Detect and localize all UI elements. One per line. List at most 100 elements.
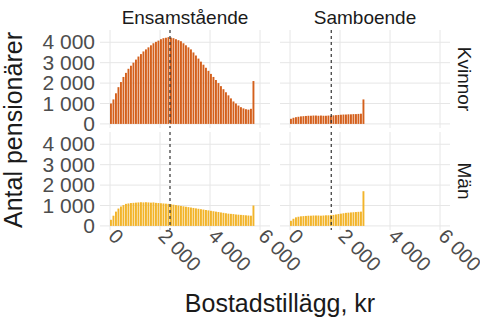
bar bbox=[145, 49, 147, 124]
bar bbox=[110, 220, 112, 226]
grid-line bbox=[440, 132, 441, 230]
bar bbox=[155, 42, 157, 124]
bar bbox=[133, 63, 135, 124]
x-tick-label: 4 000 bbox=[204, 224, 255, 275]
bar bbox=[355, 212, 357, 226]
bar bbox=[333, 215, 335, 226]
grid-line bbox=[440, 30, 441, 128]
bar bbox=[225, 213, 227, 226]
bar bbox=[183, 206, 185, 226]
bar bbox=[150, 45, 152, 124]
bar bbox=[195, 56, 197, 124]
bar bbox=[118, 87, 120, 124]
bar bbox=[120, 207, 122, 226]
bar bbox=[148, 202, 150, 225]
bar bbox=[338, 214, 340, 226]
bar bbox=[338, 115, 340, 124]
y-tick-label: 3 000 bbox=[42, 51, 95, 74]
bar bbox=[198, 59, 200, 124]
bar bbox=[128, 69, 130, 124]
x-tick-label: 0 bbox=[284, 224, 307, 247]
bar bbox=[163, 38, 165, 124]
bar bbox=[188, 47, 190, 124]
reference-line bbox=[169, 132, 170, 230]
bar bbox=[360, 212, 362, 226]
bar bbox=[180, 206, 182, 226]
bar bbox=[168, 37, 170, 124]
grid-line bbox=[280, 103, 450, 104]
bar bbox=[138, 57, 140, 124]
bar bbox=[135, 203, 137, 226]
grid-line bbox=[280, 83, 450, 84]
bar bbox=[343, 213, 345, 226]
bar bbox=[160, 203, 162, 226]
bar bbox=[205, 210, 207, 226]
bar bbox=[358, 114, 360, 124]
bar bbox=[130, 66, 132, 124]
bar bbox=[328, 215, 330, 226]
bar bbox=[313, 116, 315, 124]
bar bbox=[233, 214, 235, 226]
y-tick-label: 2 000 bbox=[42, 71, 95, 94]
bar bbox=[363, 99, 365, 124]
bar bbox=[190, 208, 192, 226]
y-axis-title: Antal pensionärer bbox=[0, 32, 27, 228]
y-tick-label: 3 000 bbox=[42, 153, 95, 176]
bar bbox=[335, 214, 337, 225]
bar bbox=[348, 114, 350, 124]
strip-label: Kvinnor bbox=[454, 47, 475, 112]
bar bbox=[310, 216, 312, 226]
bar bbox=[113, 216, 115, 226]
bars bbox=[110, 132, 254, 230]
chart: 01 0002 0003 0004 00001 0002 0003 0004 0… bbox=[0, 0, 480, 320]
grid-line bbox=[260, 132, 261, 230]
bar bbox=[240, 107, 242, 124]
bar bbox=[295, 217, 297, 226]
grid-line bbox=[100, 42, 270, 43]
bar bbox=[133, 203, 135, 226]
bar bbox=[250, 216, 252, 226]
grid-line bbox=[100, 164, 270, 165]
bar bbox=[253, 81, 255, 124]
x-tick-label: 2 000 bbox=[334, 224, 385, 275]
bar bbox=[225, 92, 227, 124]
bar bbox=[203, 210, 205, 226]
bar bbox=[358, 212, 360, 226]
bar bbox=[303, 116, 305, 124]
bar bbox=[310, 116, 312, 124]
x-tick-label: 2 000 bbox=[154, 224, 205, 275]
bar bbox=[320, 116, 322, 124]
bar bbox=[210, 74, 212, 124]
bar bbox=[223, 213, 225, 226]
bar bbox=[293, 118, 295, 124]
x-tick-label: 6 000 bbox=[434, 224, 480, 275]
bars bbox=[110, 30, 254, 128]
bar bbox=[343, 115, 345, 124]
reference-line bbox=[331, 132, 332, 230]
bar bbox=[345, 213, 347, 226]
y-tick-label: 1 000 bbox=[42, 92, 95, 115]
bar bbox=[353, 212, 355, 226]
bar bbox=[153, 43, 155, 124]
bar bbox=[200, 62, 202, 124]
bar bbox=[323, 116, 325, 124]
bar bbox=[305, 116, 307, 124]
x-tick-label: 4 000 bbox=[384, 224, 435, 275]
y-tick-label: 4 000 bbox=[42, 30, 95, 53]
bar bbox=[178, 40, 180, 124]
bar bbox=[298, 117, 300, 124]
bar bbox=[208, 71, 210, 124]
bar bbox=[145, 202, 147, 226]
bar bbox=[318, 216, 320, 226]
strip-label: Ensamstående bbox=[122, 7, 249, 28]
bar bbox=[325, 215, 327, 226]
bar bbox=[110, 104, 112, 124]
bar bbox=[308, 216, 310, 226]
bar bbox=[148, 47, 150, 124]
bar bbox=[238, 106, 240, 124]
bars bbox=[290, 132, 364, 230]
bar bbox=[185, 207, 187, 226]
bar bbox=[305, 216, 307, 226]
bar bbox=[228, 214, 230, 226]
bar bbox=[235, 214, 237, 225]
